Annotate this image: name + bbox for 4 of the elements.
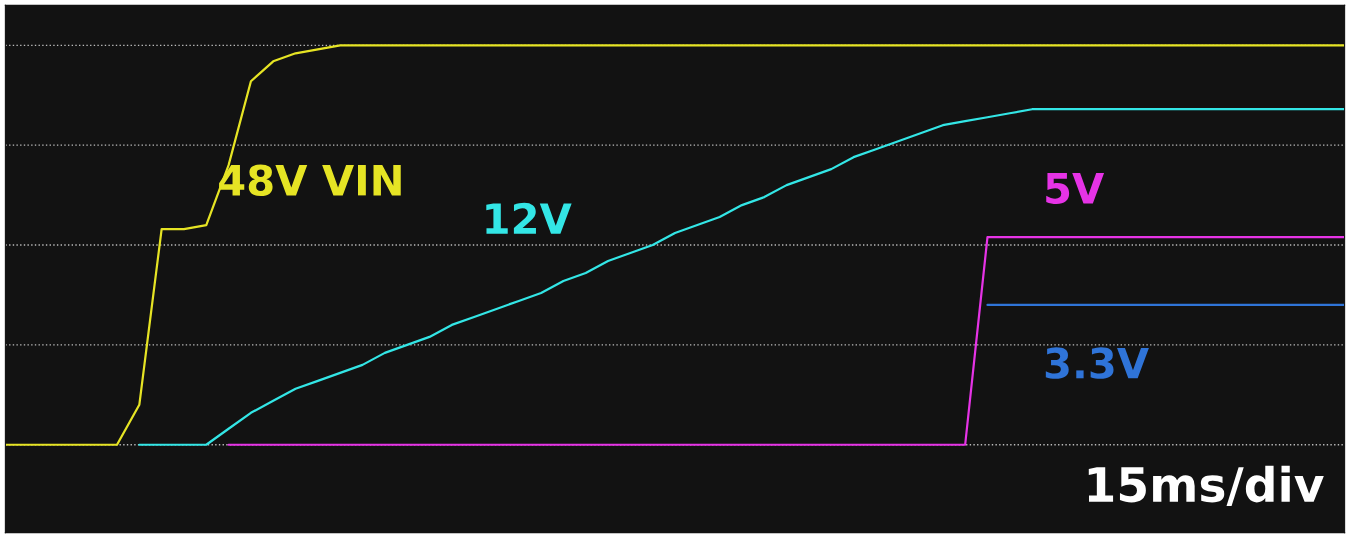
text: 15ms/div: [1088, 465, 1324, 507]
series-label: 5V: [1046, 173, 1105, 204]
series-label: 3.3V: [1045, 347, 1149, 379]
series-label: 12V: [486, 202, 572, 234]
